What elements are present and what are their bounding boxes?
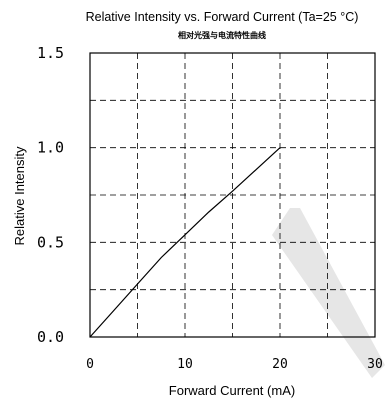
tick-labels: 0 10 20 30 0.0 0.5 1.0 1.5 (37, 44, 383, 372)
chart-subtitle: 相对光强与电流特性曲线 (178, 30, 266, 40)
y-tick-label: 1.0 (37, 139, 64, 157)
x-axis-label: Forward Current (mA) (169, 383, 295, 398)
x-tick-label: 0 (86, 357, 94, 372)
series-line (89, 147, 281, 338)
y-tick-label: 1.5 (37, 44, 64, 62)
chart-title: Relative Intensity vs. Forward Current (… (86, 10, 359, 24)
plot-frame (89, 52, 376, 338)
grid-lines (90, 53, 375, 337)
watermark-graphic (272, 208, 385, 378)
x-tick-label: 20 (272, 357, 288, 372)
x-tick-label: 30 (367, 357, 383, 372)
series-layer (89, 147, 281, 338)
y-tick-label: 0.0 (37, 328, 64, 346)
y-tick-label: 0.5 (37, 233, 64, 251)
x-tick-label: 10 (177, 357, 193, 372)
y-axis-label: Relative Intensity (12, 146, 27, 245)
